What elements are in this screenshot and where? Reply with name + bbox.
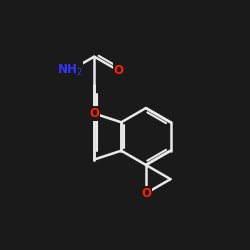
Text: NH$_2$: NH$_2$: [57, 63, 82, 78]
Text: O: O: [89, 107, 99, 120]
Text: O: O: [114, 64, 124, 77]
Text: O: O: [141, 187, 151, 200]
